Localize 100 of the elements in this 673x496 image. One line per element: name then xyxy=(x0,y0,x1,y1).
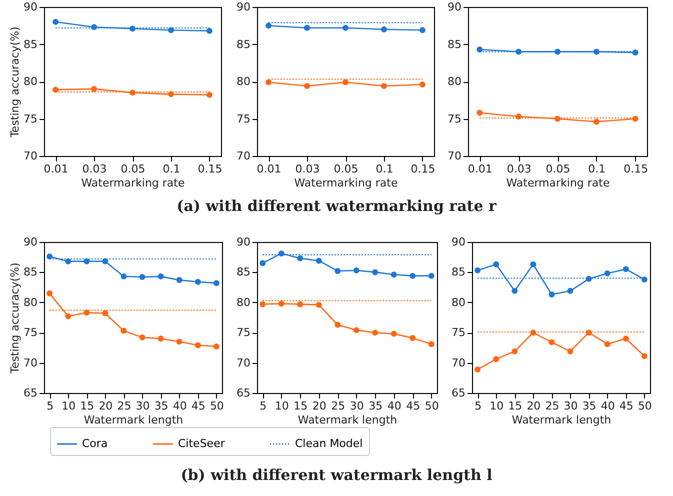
point xyxy=(530,261,536,268)
point xyxy=(297,255,304,262)
y-tick-label: 90 xyxy=(236,236,250,248)
point xyxy=(342,79,348,86)
point xyxy=(120,328,127,334)
legend-label: Clean Model xyxy=(295,437,363,450)
y-tick-label: 90 xyxy=(24,236,38,248)
point xyxy=(632,116,638,122)
point xyxy=(493,261,500,268)
y-tick-label: 75 xyxy=(452,326,466,340)
point xyxy=(567,348,574,354)
point xyxy=(84,310,90,316)
point xyxy=(46,290,53,296)
point xyxy=(593,118,600,125)
point xyxy=(419,81,426,88)
x-tick-label: 0.01 xyxy=(44,162,68,176)
point xyxy=(554,48,560,55)
point xyxy=(130,90,136,96)
y-tick-label: 80 xyxy=(24,296,38,309)
x-tick-label: 0.15 xyxy=(624,162,648,176)
x-axis-title: Watermarking rate xyxy=(506,176,610,190)
x-tick-label: 0.05 xyxy=(546,162,570,176)
point xyxy=(158,273,164,280)
x-tick-label: 15 xyxy=(508,400,522,412)
y-tick-label: 75 xyxy=(24,112,38,126)
text: (a) with different watermarking rate r xyxy=(176,197,498,215)
x-tick-label: 0.1 xyxy=(376,162,394,176)
x-tick-label: 25 xyxy=(117,400,132,412)
point xyxy=(586,276,592,282)
y-tick-label: 90 xyxy=(448,0,462,14)
point xyxy=(604,270,610,276)
y-tick-label: 85 xyxy=(448,38,462,51)
point xyxy=(316,302,322,308)
x-tick-label: 50 xyxy=(424,400,439,412)
y-tick-label: 85 xyxy=(236,266,250,279)
point xyxy=(266,22,272,29)
point xyxy=(120,273,127,280)
text: (b) with different watermark length l xyxy=(180,466,494,484)
x-tick-label: 30 xyxy=(136,400,150,412)
y-tick-label: 70 xyxy=(448,150,462,162)
point xyxy=(641,353,648,360)
y-tick-label: 80 xyxy=(452,296,466,309)
x-tick-label: 0.05 xyxy=(334,162,358,176)
y-tick-label: 75 xyxy=(448,112,462,126)
point xyxy=(158,336,164,342)
y-tick-label: 75 xyxy=(236,326,250,340)
point xyxy=(297,301,304,308)
y-tick-label: 85 xyxy=(236,38,250,51)
point xyxy=(266,79,272,86)
point xyxy=(168,91,174,98)
point xyxy=(493,356,500,362)
y-tick-label: 90 xyxy=(452,236,466,248)
point xyxy=(474,267,481,274)
point xyxy=(428,341,434,348)
point xyxy=(139,274,146,280)
x-tick-label: 0.15 xyxy=(410,162,436,176)
y-axis-title: Testing accuracy(%) xyxy=(8,262,22,374)
x-axis-title: Watermark length xyxy=(84,414,184,426)
y-tick-label: 90 xyxy=(236,0,250,14)
x-tick-label: 30 xyxy=(350,400,364,412)
point xyxy=(316,258,322,264)
x-tick-label: 50 xyxy=(210,400,224,412)
point xyxy=(428,272,434,279)
point xyxy=(567,288,574,294)
y-tick-label: 80 xyxy=(236,296,250,309)
point xyxy=(91,86,98,92)
x-tick-label: 40 xyxy=(387,400,402,412)
y-tick-label: 70 xyxy=(24,356,38,370)
point xyxy=(65,258,72,264)
point xyxy=(342,24,348,31)
y-tick-label: 70 xyxy=(236,150,250,162)
point xyxy=(476,46,483,52)
point xyxy=(260,260,266,266)
x-tick-label: 20 xyxy=(98,400,113,412)
x-tick-label: 35 xyxy=(582,400,596,412)
x-tick-label: 15 xyxy=(80,400,94,412)
point xyxy=(390,272,397,278)
point xyxy=(586,330,592,336)
x-tick-label: 50 xyxy=(638,400,652,412)
point xyxy=(130,26,136,32)
point xyxy=(353,267,360,274)
point xyxy=(304,24,310,31)
x-axis-title: Watermarking rate xyxy=(81,176,185,190)
y-tick-label: 70 xyxy=(236,356,250,370)
x-axis-title: Watermark length xyxy=(298,414,398,426)
point xyxy=(206,92,212,98)
point xyxy=(304,82,310,89)
y-tick-label: 65 xyxy=(452,386,466,400)
y-tick-label: 90 xyxy=(24,0,38,14)
x-tick-label: 0.05 xyxy=(120,162,146,176)
legend-label: CiteSeer xyxy=(178,437,226,450)
point xyxy=(52,18,59,25)
point xyxy=(554,116,560,122)
point xyxy=(260,301,266,308)
point xyxy=(410,335,416,342)
x-tick-label: 10 xyxy=(490,400,504,412)
x-tick-label: 15 xyxy=(294,400,308,412)
point xyxy=(194,278,201,285)
point xyxy=(622,266,629,272)
point xyxy=(334,322,341,328)
